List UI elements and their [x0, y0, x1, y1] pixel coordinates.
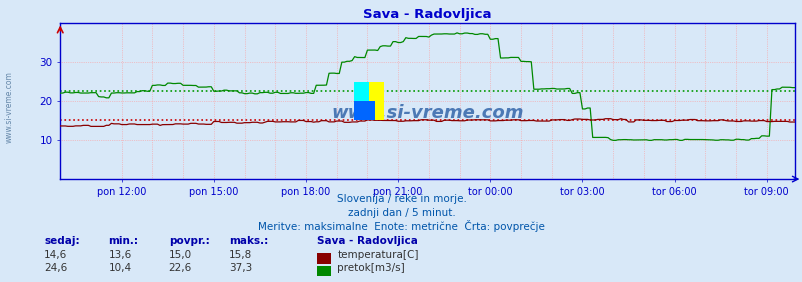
Text: 13,6: 13,6	[108, 250, 132, 260]
FancyBboxPatch shape	[354, 82, 375, 120]
Text: Meritve: maksimalne  Enote: metrične  Črta: povprečje: Meritve: maksimalne Enote: metrične Črta…	[257, 220, 545, 232]
FancyBboxPatch shape	[368, 82, 383, 120]
Text: temperatura[C]: temperatura[C]	[337, 250, 418, 260]
Text: www.si-vreme.com: www.si-vreme.com	[5, 71, 14, 143]
Text: 37,3: 37,3	[229, 263, 252, 273]
Text: 14,6: 14,6	[44, 250, 67, 260]
Text: maks.:: maks.:	[229, 236, 268, 246]
Text: Slovenija / reke in morje.: Slovenija / reke in morje.	[336, 194, 466, 204]
Text: min.:: min.:	[108, 236, 138, 246]
Text: zadnji dan / 5 minut.: zadnji dan / 5 minut.	[347, 208, 455, 218]
Text: 10,4: 10,4	[108, 263, 132, 273]
Text: Sava - Radovljica: Sava - Radovljica	[317, 236, 418, 246]
Text: 24,6: 24,6	[44, 263, 67, 273]
Text: 15,8: 15,8	[229, 250, 252, 260]
Title: Sava - Radovljica: Sava - Radovljica	[363, 8, 492, 21]
FancyBboxPatch shape	[354, 101, 375, 120]
Text: 22,6: 22,6	[168, 263, 192, 273]
Text: sedaj:: sedaj:	[44, 236, 79, 246]
Text: pretok[m3/s]: pretok[m3/s]	[337, 263, 404, 273]
Text: povpr.:: povpr.:	[168, 236, 209, 246]
Text: 15,0: 15,0	[168, 250, 192, 260]
Text: www.si-vreme.com: www.si-vreme.com	[331, 104, 523, 122]
